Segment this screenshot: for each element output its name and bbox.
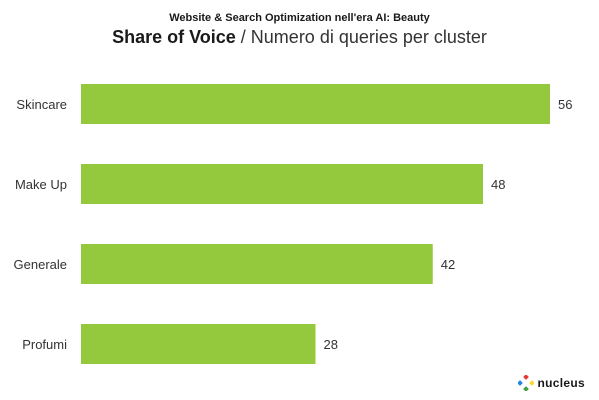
category-label: Generale [14, 257, 67, 272]
value-label: 56 [558, 97, 572, 112]
chart-kicker: Website & Search Optimization nell'era A… [169, 12, 430, 24]
value-label: 28 [324, 337, 338, 352]
title-strong: Share of Voice [112, 27, 236, 47]
category-label: Make Up [15, 177, 67, 192]
title-rest: / Numero di queries per cluster [235, 27, 487, 47]
bar-profumi [81, 324, 316, 364]
brand-name: nucleus [537, 376, 585, 390]
bar-generale [81, 244, 433, 284]
value-label: 48 [491, 177, 505, 192]
value-label: 42 [441, 257, 455, 272]
category-label: Skincare [16, 97, 67, 112]
bar-make-up [81, 164, 483, 204]
bar-skincare [81, 84, 550, 124]
nucleus-logo-icon [517, 375, 534, 391]
category-label: Profumi [22, 337, 67, 352]
brand-logo: nucleus [517, 375, 585, 391]
chart-title: Share of Voice / Numero di queries per c… [0, 27, 599, 48]
